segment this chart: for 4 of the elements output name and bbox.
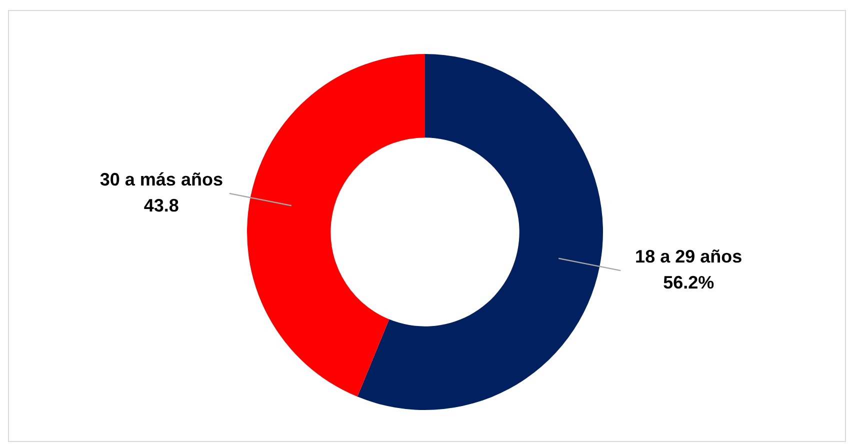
data-label: 56.2% [663,272,714,293]
slice-label: 18 a 29 años [635,246,742,267]
slice-label: 30 a más años [100,169,223,190]
data-label: 43.8 [144,195,179,216]
